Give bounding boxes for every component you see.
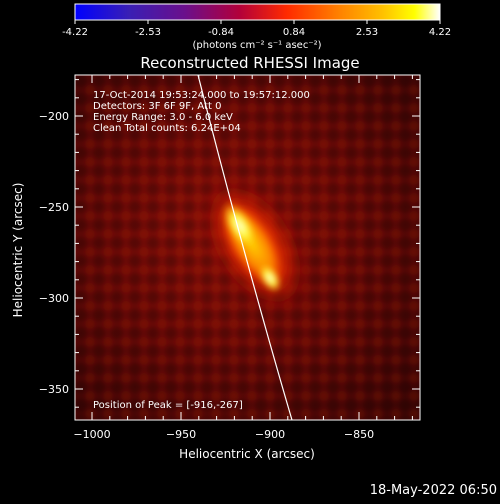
- axis-tick-marks: [75, 75, 420, 420]
- colorbar-units-label: (photons cm⁻² s⁻¹ asec⁻²): [192, 40, 321, 51]
- y-tick-label: −250: [39, 201, 69, 214]
- solar-limb-line: [197, 75, 293, 420]
- detectors-text: Detectors: 3F 6F 9F, Att 0: [93, 101, 221, 112]
- x-tick-label: −850: [344, 428, 374, 441]
- energy-range-text: Energy Range: 3.0 - 6.0 keV: [93, 112, 233, 123]
- y-axis-title: Heliocentric Y (arcsec): [11, 183, 25, 318]
- y-tick-labels: −200 −250 −300 −350: [39, 110, 69, 396]
- y-tick-label: −200: [39, 110, 69, 123]
- x-tick-label: −1000: [73, 428, 110, 441]
- x-axis-title: Heliocentric X (arcsec): [179, 447, 315, 461]
- x-tick-label: −950: [166, 428, 196, 441]
- colorbar-tick-label: 0.84: [283, 27, 305, 38]
- footer-timestamp: 18-May-2022 06:50: [370, 483, 497, 498]
- colorbar-tick-label: 4.22: [429, 27, 451, 38]
- x-tick-label: −900: [255, 428, 285, 441]
- colorbar: -4.22 -2.53 -0.84 0.84 2.53 4.22 (photons cm⁻…: [62, 3, 451, 51]
- colorbar-tick-label: -2.53: [135, 27, 161, 38]
- peak-position-text: Position of Peak = [-916,-267]: [93, 400, 243, 411]
- clean-counts-text: Clean Total counts: 6.24E+04: [93, 123, 241, 134]
- colorbar-tick-label: -0.84: [208, 27, 234, 38]
- colorbar-tick-label: 2.53: [356, 27, 378, 38]
- x-tick-labels: −1000 −950 −900 −850: [73, 428, 374, 441]
- image-area: [75, 75, 420, 420]
- time-range-text: 17-Oct-2014 19:53:24.000 to 19:57:12.000: [93, 90, 310, 101]
- source-emission-core-2: [258, 263, 282, 293]
- colorbar-ticks: -4.22 -2.53 -0.84 0.84 2.53 4.22: [62, 20, 451, 38]
- colorbar-tick-label: -4.22: [62, 27, 88, 38]
- colorbar-gradient: [74, 3, 441, 21]
- y-tick-label: −300: [39, 292, 69, 305]
- plot-frame: [74, 74, 421, 421]
- image-title: Reconstructed RHESSI Image: [140, 54, 359, 72]
- source-emission-core: [222, 203, 258, 249]
- y-tick-label: −350: [39, 383, 69, 396]
